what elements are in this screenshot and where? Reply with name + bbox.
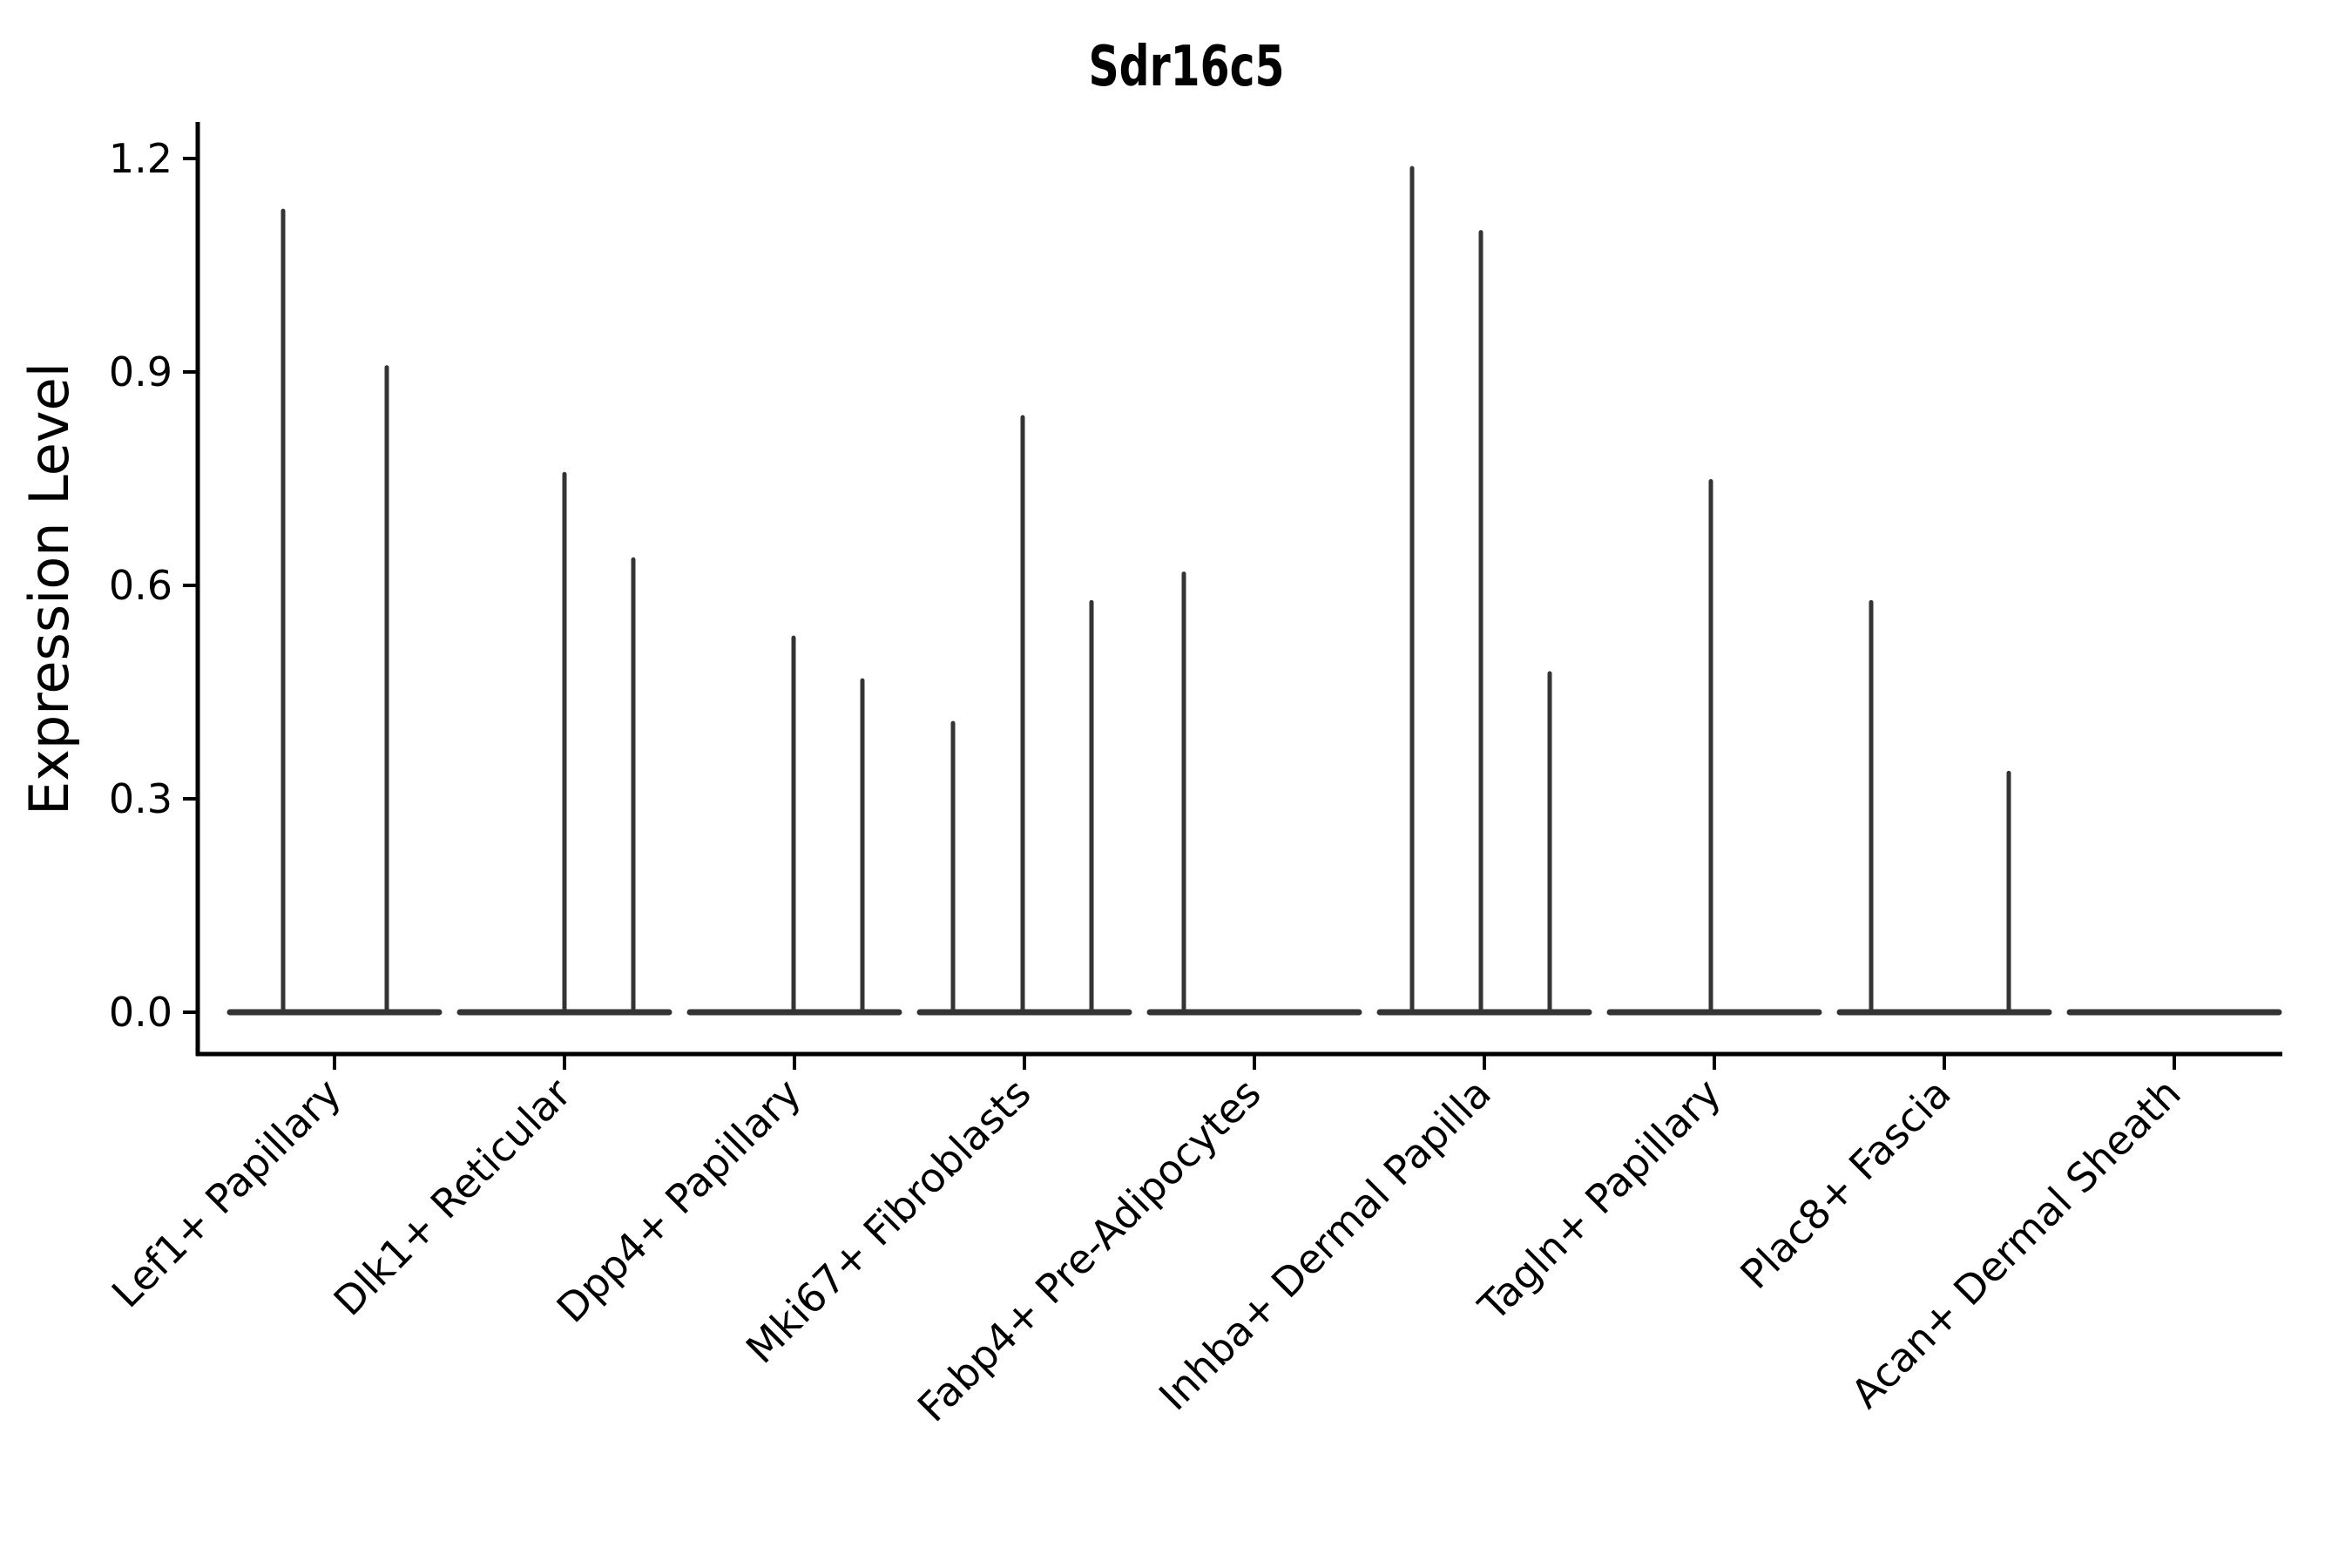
- x-tick-label: Tagln+ Papillary: [1469, 1070, 1730, 1331]
- x-tick-label: Dlk1+ Reticular: [325, 1070, 580, 1325]
- y-tick-label: 0.9: [109, 348, 172, 395]
- x-tick-label: Lef1+ Papillary: [103, 1070, 350, 1317]
- y-tick-label: 0.3: [109, 775, 172, 822]
- axes: 0.0 0.3 0.6 0.9 1.2: [109, 122, 2282, 1070]
- x-tick-label: Plac8+ Fascia: [1731, 1070, 1959, 1298]
- violins: [226, 166, 2282, 1016]
- y-tick-label: 0.0: [109, 989, 172, 1036]
- y-tick-label: 1.2: [109, 135, 172, 182]
- plot-title: Sdr16c5: [1089, 35, 1285, 99]
- y-tick-label: 0.6: [109, 562, 172, 609]
- y-axis-label: Expression Level: [17, 362, 81, 815]
- x-tick-label: Dpp4+ Papillary: [548, 1070, 810, 1332]
